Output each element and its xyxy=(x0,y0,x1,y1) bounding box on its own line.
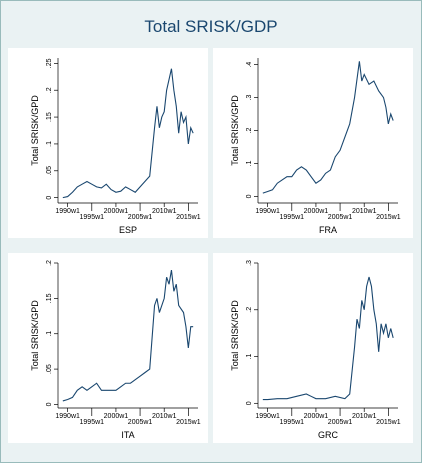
y-tick-label: .1 xyxy=(46,141,53,147)
y-axis-title: Total SRISK/GPD xyxy=(230,95,240,166)
x-tick-label: 2005w1 xyxy=(328,214,353,221)
x-tick-label: 2000w1 xyxy=(304,208,329,215)
x-tick-label: 2000w1 xyxy=(304,413,329,420)
y-tick-label: .3 xyxy=(246,260,253,266)
x-tick-label: 1990w1 xyxy=(255,208,280,215)
y-tick-label: .1 xyxy=(46,331,53,337)
y-tick-label: .4 xyxy=(246,62,253,68)
x-tick-label: 2010w1 xyxy=(352,208,377,215)
y-tick-label: .05 xyxy=(46,364,53,374)
x-tick-label: 1995w1 xyxy=(80,419,105,426)
x-tick-label: 2005w1 xyxy=(128,419,153,426)
y-axis-title: Total SRISK/GPD xyxy=(30,95,40,166)
x-axis-title: ESP xyxy=(119,225,137,235)
x-tick-label: 2015w1 xyxy=(376,214,401,221)
x-tick-label: 2015w1 xyxy=(376,419,401,426)
y-tick-label: 0 xyxy=(46,196,53,200)
panel-background xyxy=(8,253,208,443)
y-tick-label: .1 xyxy=(246,354,253,360)
y-tick-label: 0 xyxy=(246,194,253,198)
x-tick-label: 2000w1 xyxy=(104,208,129,215)
x-tick-label: 2015w1 xyxy=(176,419,201,426)
x-tick-label: 1995w1 xyxy=(280,419,305,426)
x-tick-label: 1995w1 xyxy=(80,214,105,221)
y-tick-label: .2 xyxy=(46,87,53,93)
x-tick-label: 2005w1 xyxy=(128,214,153,221)
x-tick-label: 2015w1 xyxy=(176,214,201,221)
x-axis-title: ITA xyxy=(121,430,134,440)
y-tick-label: 0 xyxy=(246,401,253,405)
chart-title: Total SRISK/GDP xyxy=(144,17,277,36)
y-axis-title: Total SRISK/GPD xyxy=(30,300,40,371)
y-tick-label: .25 xyxy=(46,58,53,68)
line-series xyxy=(262,61,394,194)
y-axis-title: Total SRISK/GPD xyxy=(230,300,240,371)
x-tick-label: 1990w1 xyxy=(255,413,280,420)
x-tick-label: 2010w1 xyxy=(352,413,377,420)
x-tick-label: 2005w1 xyxy=(328,419,353,426)
y-tick-label: .05 xyxy=(46,166,53,176)
x-tick-label: 1990w1 xyxy=(55,413,80,420)
panel-background xyxy=(8,48,208,238)
y-tick-label: .15 xyxy=(46,112,53,122)
line-series xyxy=(62,68,194,199)
y-tick-label: .2 xyxy=(46,260,53,266)
y-tick-label: .3 xyxy=(246,95,253,101)
x-axis-title: GRC xyxy=(318,430,339,440)
line-series xyxy=(62,269,194,402)
x-axis-title: FRA xyxy=(319,225,337,235)
y-tick-label: .2 xyxy=(246,127,253,133)
x-tick-label: 2010w1 xyxy=(152,413,177,420)
y-tick-label: 0 xyxy=(46,402,53,406)
y-tick-label: .2 xyxy=(246,307,253,313)
panel-background xyxy=(213,48,413,238)
y-tick-label: .15 xyxy=(46,293,53,303)
x-tick-label: 1995w1 xyxy=(280,214,305,221)
panel-background xyxy=(213,253,413,443)
x-tick-label: 1990w1 xyxy=(55,208,80,215)
y-tick-label: .1 xyxy=(246,160,253,166)
x-tick-label: 2000w1 xyxy=(104,413,129,420)
x-tick-label: 2010w1 xyxy=(152,208,177,215)
line-series xyxy=(262,276,394,401)
